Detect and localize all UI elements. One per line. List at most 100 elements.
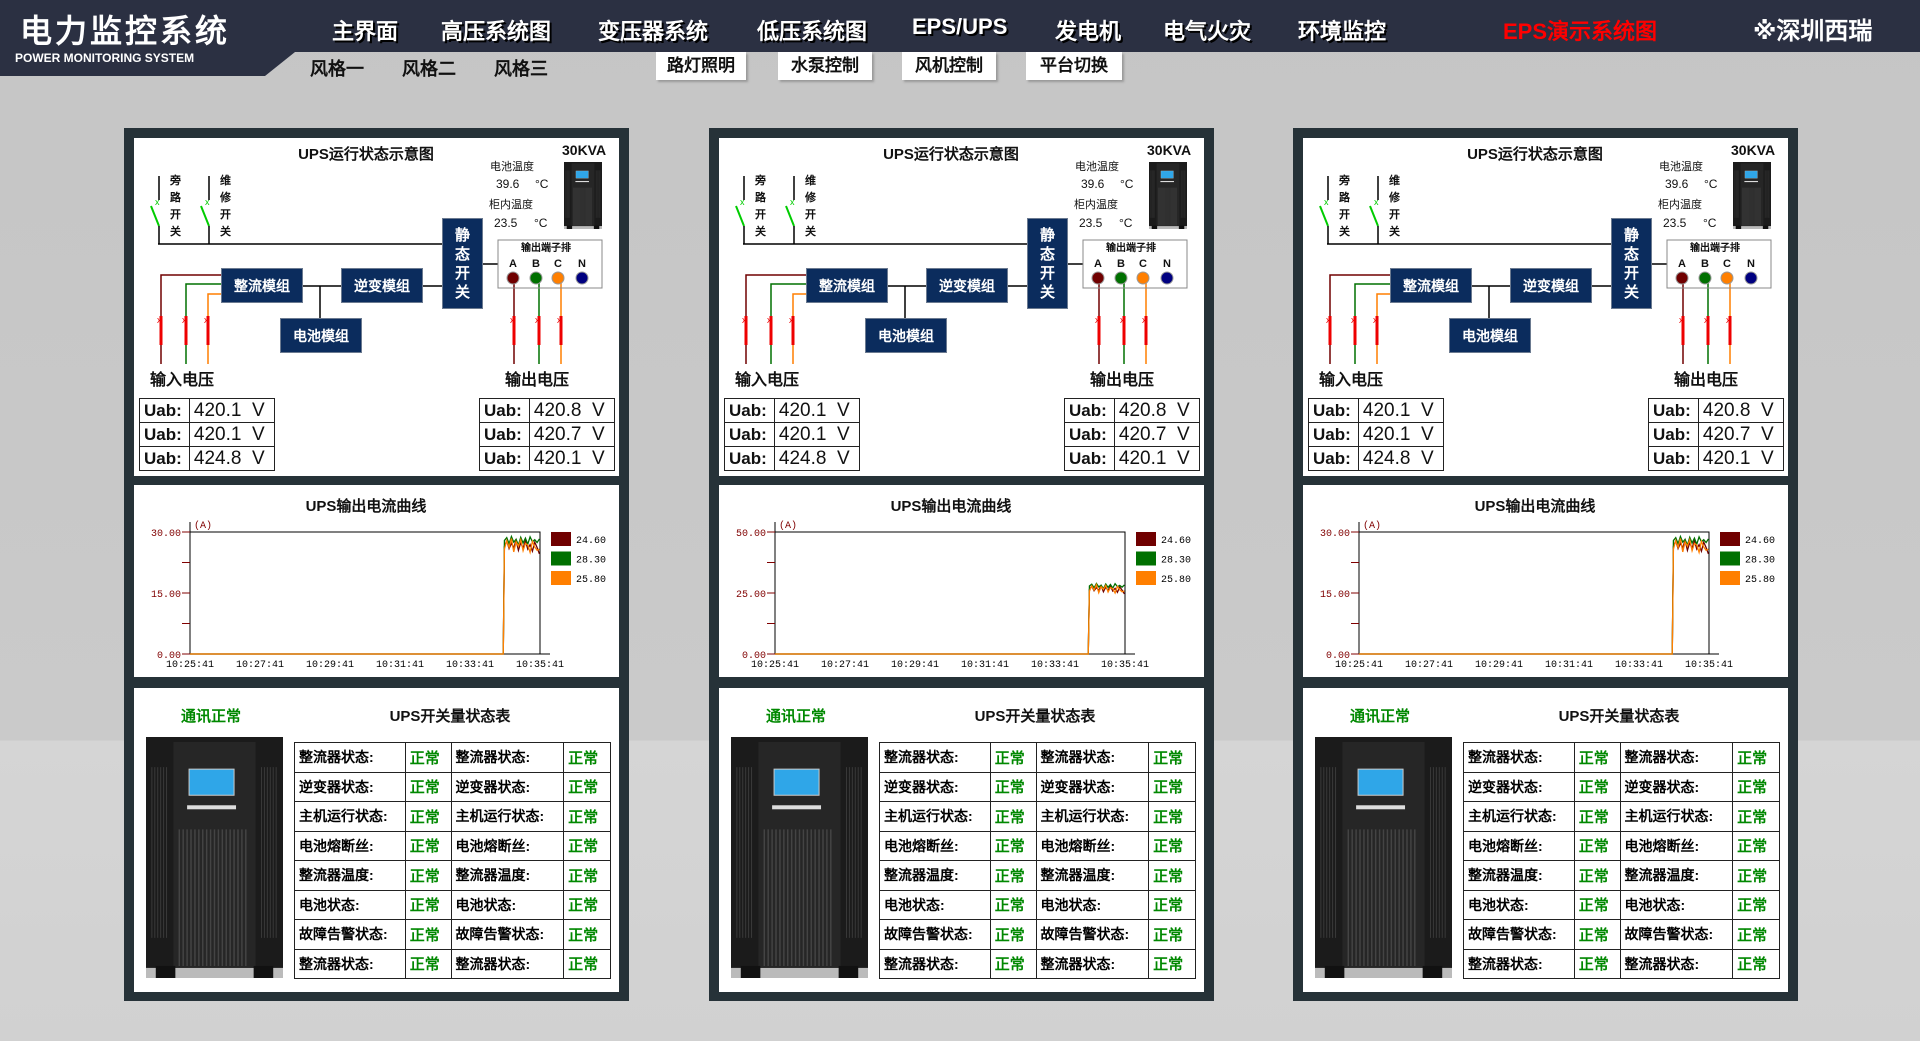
status-value: 正常 xyxy=(404,801,452,832)
battery-module: 电池模组 xyxy=(865,318,947,353)
status-label: 故障告警状态: xyxy=(1463,919,1575,950)
status-table-title: UPS开关量状态表 xyxy=(389,708,511,725)
status-value: 正常 xyxy=(563,742,611,773)
voltage-value: 420.8 xyxy=(1118,399,1167,421)
phase-label: B xyxy=(1701,258,1709,270)
pump-control-button[interactable]: 水泵控制 xyxy=(778,52,872,80)
phase-label: N xyxy=(1163,258,1171,270)
static-switch-box: 静态开关 xyxy=(442,218,483,309)
app-subtitle: POWER MONITORING SYSTEM xyxy=(15,51,195,65)
platform-switch-button[interactable]: 平台切换 xyxy=(1026,52,1122,80)
table-row: 电池状态: 正常 电池状态: 正常 xyxy=(1463,889,1780,920)
voltage-row: Uab: 420.1 V xyxy=(1308,422,1445,447)
voltage-unit: V xyxy=(592,423,605,445)
table-row: 故障告警状态: 正常 故障告警状态: 正常 xyxy=(879,919,1196,950)
bypass-switch-label: 旁 xyxy=(170,175,181,187)
battery-temp-label: 电池温度 xyxy=(1075,161,1119,173)
table-row: 整流器温度: 正常 整流器温度: 正常 xyxy=(294,860,611,891)
nav-environment[interactable]: 环境监控 xyxy=(1298,19,1387,44)
style-3-tab[interactable]: 风格三 xyxy=(494,59,548,79)
capacity-label: 30KVA xyxy=(1731,142,1776,158)
style-1-tab[interactable]: 风格一 xyxy=(310,59,364,79)
status-label: 整流器状态: xyxy=(1035,742,1150,773)
phase-label: N xyxy=(578,258,586,270)
voltage-row: Uab: 424.8 V xyxy=(724,446,861,471)
static-switch-char: 态 xyxy=(454,245,470,263)
status-label: 故障告警状态: xyxy=(1035,919,1150,950)
cabinet-temp-label: 柜内温度 xyxy=(1658,199,1702,211)
voltage-unit: V xyxy=(1421,447,1434,469)
table-row: 整流器状态: 正常 整流器状态: 正常 xyxy=(879,742,1196,773)
app-title: 电力监控系统 xyxy=(20,13,231,49)
status-value: 正常 xyxy=(1573,830,1621,861)
voltage-label: Uab: xyxy=(1308,446,1359,471)
status-label: 整流器状态: xyxy=(1463,742,1575,773)
status-table-title: UPS开关量状态表 xyxy=(974,708,1096,725)
cabinet-temp-value: 23.5 xyxy=(1079,216,1103,230)
status-value: 正常 xyxy=(989,919,1037,950)
nav-lv-diagram[interactable]: 低压系统图 xyxy=(757,19,868,44)
status-label: 逆变器状态: xyxy=(450,771,565,802)
voltage-label: Uab: xyxy=(139,398,190,423)
table-row: 逆变器状态: 正常 逆变器状态: 正常 xyxy=(1463,771,1780,802)
table-row: 电池熔断丝: 正常 电池熔断丝: 正常 xyxy=(879,830,1196,861)
status-value: 正常 xyxy=(1148,860,1196,891)
table-row: 电池熔断丝: 正常 电池熔断丝: 正常 xyxy=(294,830,611,861)
voltage-unit: V xyxy=(1761,399,1774,421)
status-label: 整流器温度: xyxy=(1463,860,1575,891)
voltage-unit: V xyxy=(837,447,850,469)
voltage-label: Uab: xyxy=(479,446,530,471)
status-label: 主机运行状态: xyxy=(1035,801,1150,832)
status-value: 正常 xyxy=(1732,860,1780,891)
status-value: 正常 xyxy=(1732,919,1780,950)
table-row: 逆变器状态: 正常 逆变器状态: 正常 xyxy=(879,771,1196,802)
status-value: 正常 xyxy=(989,830,1037,861)
fan-control-button[interactable]: 风机控制 xyxy=(902,52,996,80)
static-switch-char: 开 xyxy=(1623,264,1639,282)
phase-label: N xyxy=(1747,258,1755,270)
static-switch-box: 静态开关 xyxy=(1027,218,1068,309)
status-label: 整流器温度: xyxy=(879,860,991,891)
chart-title: UPS输出电流曲线 xyxy=(890,498,1012,515)
nav-eps-ups[interactable]: EPS/UPS xyxy=(912,14,1008,39)
status-value: 正常 xyxy=(563,801,611,832)
status-label: 逆变器状态: xyxy=(1035,771,1150,802)
status-label: 整流器状态: xyxy=(450,948,565,979)
nav-home[interactable]: 主界面 xyxy=(332,19,399,44)
nav-transformer[interactable]: 变压器系统 xyxy=(598,19,709,44)
phase-label: C xyxy=(554,258,562,270)
battery-temp-unit: °C xyxy=(1120,177,1134,191)
input-voltage-table: Uab: 420.1 V Uab: 420.1 V Uab: 424.8 V xyxy=(139,398,276,471)
status-value: 正常 xyxy=(563,889,611,920)
comm-status: 通讯正常 xyxy=(180,708,242,725)
input-voltage-label: 输入电压 xyxy=(1319,372,1384,389)
nav-electrical-fire[interactable]: 电气火灾 xyxy=(1163,19,1252,44)
inverter-module: 逆变模组 xyxy=(1510,268,1592,303)
status-label: 整流器状态: xyxy=(1463,948,1575,979)
battery-temp-label: 电池温度 xyxy=(1659,161,1703,173)
status-label: 电池熔断丝: xyxy=(450,830,565,861)
status-value: 正常 xyxy=(989,889,1037,920)
battery-temp-label: 电池温度 xyxy=(490,161,534,173)
terminal-label: 输出端子排 xyxy=(1690,243,1740,254)
nav-eps-demo-active[interactable]: EPS演示系统图 xyxy=(1503,19,1658,44)
table-row: 主机运行状态: 正常 主机运行状态: 正常 xyxy=(1463,801,1780,832)
voltage-value: 420.1 xyxy=(533,447,582,469)
table-row: 主机运行状态: 正常 主机运行状态: 正常 xyxy=(294,801,611,832)
voltage-unit: V xyxy=(1761,423,1774,445)
table-row: 故障告警状态: 正常 故障告警状态: 正常 xyxy=(1463,919,1780,950)
status-value: 正常 xyxy=(1148,919,1196,950)
ups-cabinet-photo xyxy=(1315,737,1452,978)
static-switch-char: 态 xyxy=(1623,245,1639,263)
street-light-button[interactable]: 路灯照明 xyxy=(656,52,746,80)
nav-hv-diagram[interactable]: 高压系统图 xyxy=(441,19,552,44)
style-2-tab[interactable]: 风格二 xyxy=(402,59,456,79)
voltage-unit: V xyxy=(1421,399,1434,421)
input-voltage-table: Uab: 420.1 V Uab: 420.1 V Uab: 424.8 V xyxy=(724,398,861,471)
nav-generator[interactable]: 发电机 xyxy=(1055,19,1122,44)
status-label: 整流器状态: xyxy=(879,742,991,773)
status-label: 故障告警状态: xyxy=(879,919,991,950)
status-label: 整流器状态: xyxy=(879,948,991,979)
status-label: 电池熔断丝: xyxy=(294,830,406,861)
